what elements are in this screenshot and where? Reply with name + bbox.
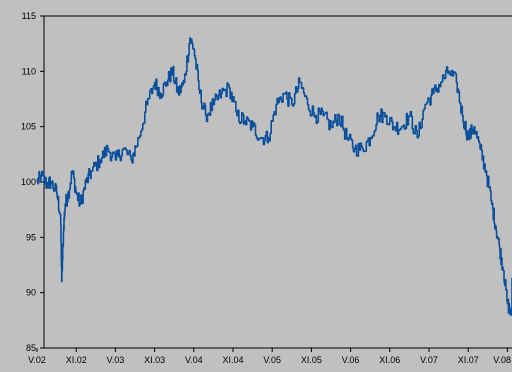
y-tick-label: 110 — [22, 66, 36, 76]
y-tick-label: 100 — [21, 177, 36, 187]
x-tick-label: XI.05 — [301, 355, 322, 365]
x-tick-label: XI.02 — [66, 355, 87, 365]
x-ticks: V.02 XI.02 V.03 XI.03 V.04 XI.04 V.05 XI.05 V.06… — [28, 348, 511, 365]
x-tick-label: V.08 — [493, 355, 511, 365]
y-tick-label: 95 — [26, 232, 36, 242]
x-tick-label: V.07 — [420, 355, 438, 365]
series-line — [36, 37, 512, 316]
x-tick-label: XI.07 — [458, 355, 479, 365]
x-tick-label: V.04 — [185, 355, 203, 365]
x-tick-label: V.05 — [263, 355, 281, 365]
y-ticks: 85 90 95 100 105 110 115 — [21, 11, 44, 353]
x-tick-label: XI.04 — [222, 355, 243, 365]
x-tick-label: XI.06 — [379, 355, 400, 365]
y-tick-label: 115 — [22, 11, 36, 21]
y-tick-label: 85 — [26, 343, 36, 353]
y-tick-label: 90 — [26, 288, 36, 298]
x-tick-label: V.02 — [28, 355, 46, 365]
x-tick-label: XI.03 — [144, 355, 165, 365]
series — [36, 37, 512, 316]
axes — [43, 15, 512, 349]
x-tick-label: V.06 — [342, 355, 360, 365]
y-tick-label: 105 — [21, 122, 36, 132]
x-tick-label: V.03 — [107, 355, 125, 365]
